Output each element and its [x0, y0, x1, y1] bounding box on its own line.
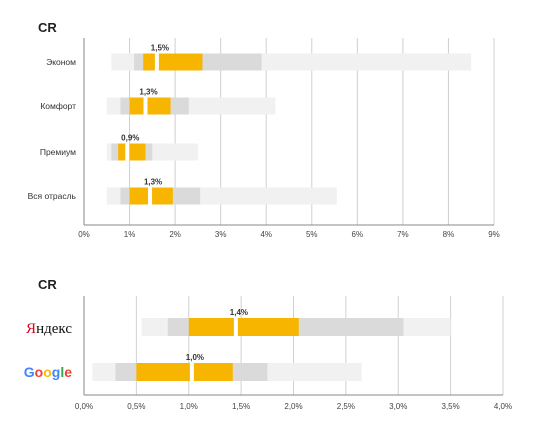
google-logo-letter: G: [24, 364, 35, 380]
google-logo-letter: g: [52, 364, 61, 380]
median-label: 1,3%: [139, 88, 157, 97]
category-label: Премиум: [40, 147, 76, 157]
x-tick-label: 8%: [443, 230, 455, 239]
yandex-logo-letter: е: [52, 321, 59, 337]
google-logo-letter: o: [43, 364, 52, 380]
x-tick-label: 1%: [124, 230, 136, 239]
x-tick-label: 2,5%: [337, 402, 355, 411]
median-label: 1,0%: [186, 353, 204, 362]
median-label: 1,3%: [144, 178, 162, 187]
x-tick-label: 0,0%: [75, 402, 93, 411]
google-logo-letter: o: [35, 364, 44, 380]
x-tick-label: 7%: [397, 230, 409, 239]
x-tick-label: 0%: [78, 230, 90, 239]
category-label: Эконом: [46, 57, 76, 67]
core-range-bar: [188, 318, 299, 336]
x-tick-label: 9%: [488, 230, 500, 239]
chart-title-search-engines: CR: [38, 277, 57, 292]
yandex-logo-letter: с: [65, 321, 72, 337]
x-tick-label: 1,5%: [232, 402, 250, 411]
x-tick-label: 3,5%: [442, 402, 460, 411]
median-marker: [154, 52, 159, 72]
google-logo: Google: [24, 364, 72, 380]
core-range-bar: [118, 143, 146, 161]
core-range-bar: [129, 97, 171, 115]
google-logo-letter: e: [64, 364, 72, 380]
x-tick-label: 0,5%: [127, 402, 145, 411]
google-logo-letter: l: [60, 364, 64, 380]
yandex-logo: Яндекс: [26, 321, 72, 337]
median-label: 1,5%: [151, 44, 169, 53]
x-tick-label: 2%: [169, 230, 181, 239]
category-label: Комфорт: [40, 101, 76, 111]
x-tick-label: 4,0%: [494, 402, 512, 411]
core-range-bar: [136, 363, 233, 381]
x-tick-label: 2,0%: [284, 402, 302, 411]
category-label: Вся отрасль: [28, 191, 77, 201]
x-tick-label: 3%: [215, 230, 227, 239]
x-tick-label: 1,0%: [180, 402, 198, 411]
x-tick-label: 5%: [306, 230, 318, 239]
yandex-logo-letter: д: [44, 321, 52, 337]
median-marker: [143, 96, 148, 116]
yandex-logo-letter: н: [36, 321, 44, 337]
yandex-logo-letter: к: [58, 321, 66, 337]
median-label: 0,9%: [121, 134, 139, 143]
median-marker: [148, 186, 153, 206]
yandex-logo-letter: Я: [26, 321, 36, 337]
median-marker: [233, 317, 238, 337]
median-label: 1,4%: [230, 308, 248, 317]
x-tick-label: 6%: [352, 230, 364, 239]
x-tick-label: 3,0%: [389, 402, 407, 411]
chart-title-segments: CR: [38, 20, 57, 35]
median-marker: [125, 142, 130, 162]
median-marker: [189, 362, 194, 382]
x-tick-label: 4%: [260, 230, 272, 239]
